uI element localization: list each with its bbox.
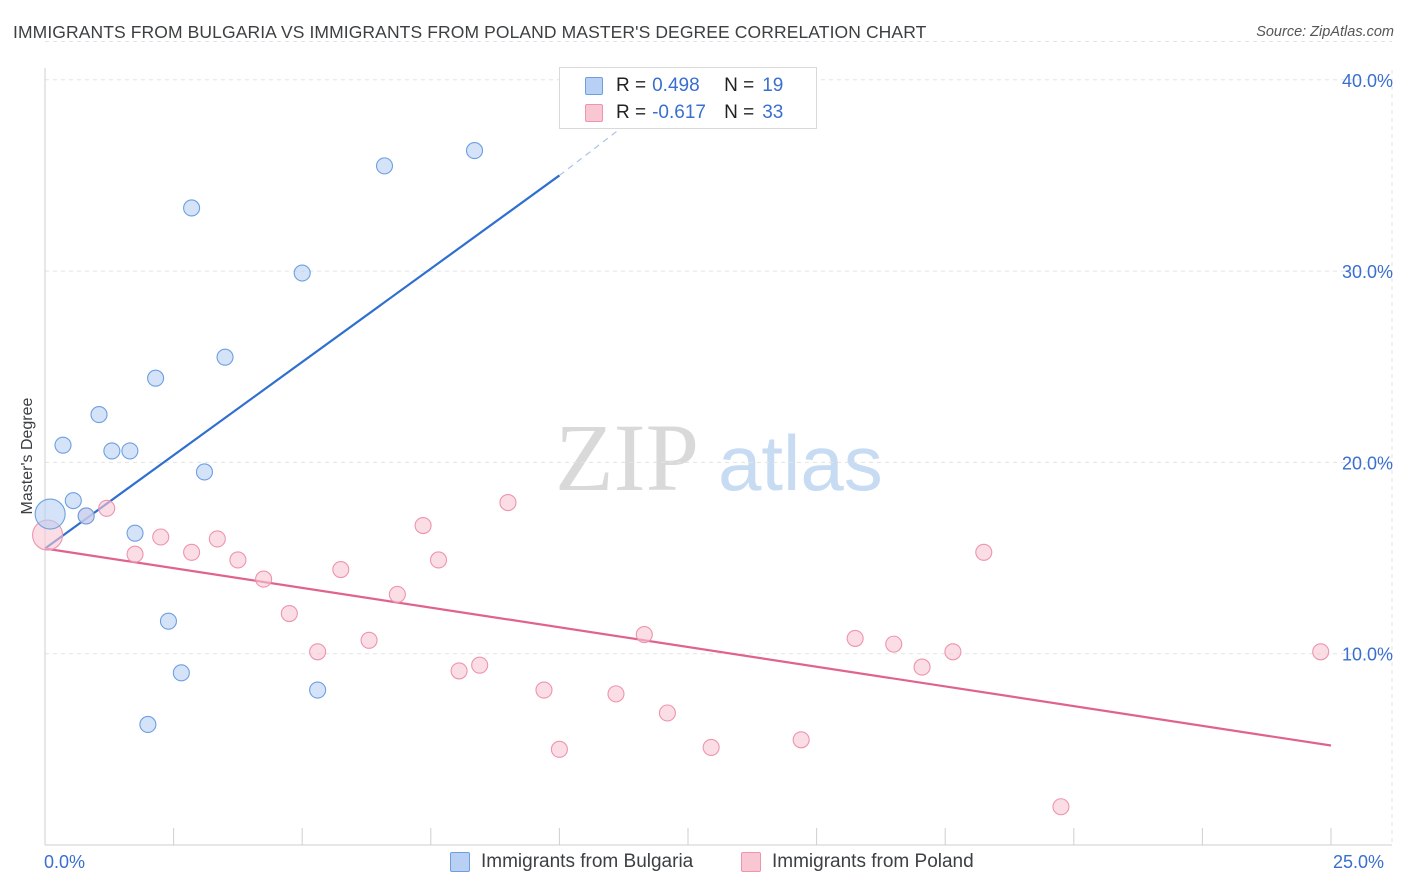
x-tick-label-max: 25.0% bbox=[1333, 852, 1385, 872]
point-bulgaria bbox=[309, 681, 327, 699]
r-label: R = bbox=[616, 75, 647, 96]
point-poland bbox=[535, 681, 553, 699]
y-tick-label: 30.0% bbox=[1342, 262, 1393, 282]
n-value-bulgaria: 19 bbox=[762, 75, 784, 96]
point-poland bbox=[152, 528, 170, 546]
point-bulgaria bbox=[375, 157, 394, 175]
series-legend: Immigrants from Bulgaria Immigrants from… bbox=[0, 851, 1406, 877]
point-poland bbox=[360, 631, 378, 649]
point-bulgaria bbox=[121, 442, 139, 460]
point-bulgaria bbox=[183, 199, 201, 217]
point-bulgaria bbox=[216, 348, 234, 366]
point-poland bbox=[332, 560, 350, 579]
n-label: N = bbox=[724, 75, 755, 96]
r-value-poland: -0.617 bbox=[652, 102, 706, 123]
y-tick-label: 10.0% bbox=[1342, 645, 1393, 665]
point-poland bbox=[702, 738, 720, 756]
point-bulgaria bbox=[159, 612, 178, 630]
watermark-atlas: atlas bbox=[718, 419, 883, 507]
point-bulgaria bbox=[64, 492, 82, 510]
stats-row-poland: R = -0.617 N = 33 bbox=[585, 101, 783, 125]
point-bulgaria bbox=[90, 406, 108, 424]
data-points bbox=[32, 142, 1330, 816]
point-poland bbox=[208, 530, 226, 548]
point-poland bbox=[975, 543, 993, 561]
legend-swatch-bulgaria bbox=[585, 77, 603, 95]
point-bulgaria bbox=[54, 436, 72, 454]
point-poland bbox=[183, 543, 201, 561]
r-label: R = bbox=[616, 102, 647, 123]
point-poland bbox=[499, 494, 517, 512]
point-bulgaria bbox=[77, 507, 95, 525]
axes bbox=[44, 68, 1392, 846]
point-poland bbox=[913, 658, 931, 676]
legend-label-poland: Immigrants from Poland bbox=[772, 851, 974, 872]
legend-label-bulgaria: Immigrants from Bulgaria bbox=[481, 851, 694, 872]
point-poland bbox=[229, 551, 247, 569]
point-poland bbox=[658, 704, 676, 722]
legend-item-bulgaria[interactable]: Immigrants from Bulgaria bbox=[450, 851, 693, 873]
legend-swatch-bulgaria bbox=[450, 852, 470, 872]
point-poland bbox=[1312, 643, 1330, 661]
point-poland bbox=[255, 570, 273, 588]
point-poland bbox=[414, 516, 432, 535]
point-bulgaria bbox=[465, 142, 484, 160]
y-tick-labels: 10.0% 20.0% 30.0% 40.0% bbox=[1342, 71, 1393, 665]
point-bulgaria bbox=[34, 498, 66, 530]
trend-line-poland bbox=[44, 547, 1332, 747]
point-poland bbox=[885, 635, 903, 653]
r-value-bulgaria: 0.498 bbox=[652, 75, 700, 96]
zipatlas-watermark: ZIP atlas bbox=[555, 404, 883, 511]
n-label: N = bbox=[724, 102, 755, 123]
point-bulgaria bbox=[172, 664, 190, 682]
point-poland bbox=[550, 740, 568, 758]
point-bulgaria bbox=[195, 463, 214, 481]
n-value-poland: 33 bbox=[762, 102, 784, 123]
point-bulgaria bbox=[126, 524, 144, 542]
point-poland bbox=[429, 551, 448, 569]
point-poland bbox=[944, 643, 962, 661]
point-poland bbox=[388, 585, 406, 603]
point-poland bbox=[792, 731, 810, 749]
point-poland bbox=[450, 662, 468, 680]
point-poland bbox=[471, 656, 489, 674]
point-poland bbox=[607, 685, 625, 703]
watermark-zip: ZIP bbox=[555, 404, 699, 511]
point-poland bbox=[635, 626, 653, 644]
stats-row-bulgaria: R = 0.498 N = 19 bbox=[585, 74, 783, 98]
point-poland bbox=[846, 629, 864, 647]
point-poland bbox=[309, 643, 327, 661]
y-tick-label: 40.0% bbox=[1342, 71, 1393, 91]
point-poland bbox=[126, 545, 144, 563]
point-poland bbox=[1052, 798, 1070, 816]
legend-swatch-poland bbox=[585, 104, 603, 122]
point-bulgaria bbox=[147, 369, 165, 387]
stats-legend: R = 0.498 N = 19 R = -0.617 N = 33 bbox=[559, 67, 817, 129]
point-poland bbox=[98, 499, 116, 517]
trend-line-bulgaria bbox=[44, 174, 561, 550]
x-tick-label-min: 0.0% bbox=[44, 852, 86, 872]
point-bulgaria bbox=[139, 715, 157, 734]
point-bulgaria bbox=[103, 442, 121, 460]
gridlines bbox=[45, 41, 1393, 845]
point-bulgaria bbox=[293, 264, 311, 282]
legend-swatch-poland bbox=[741, 852, 761, 872]
chart-title: IMMIGRANTS FROM BULGARIA VS IMMIGRANTS F… bbox=[13, 22, 927, 42]
y-tick-label: 20.0% bbox=[1342, 453, 1393, 473]
source-credit: Source: ZipAtlas.com bbox=[1256, 24, 1394, 40]
point-poland bbox=[280, 604, 298, 623]
legend-item-poland[interactable]: Immigrants from Poland bbox=[741, 851, 974, 873]
